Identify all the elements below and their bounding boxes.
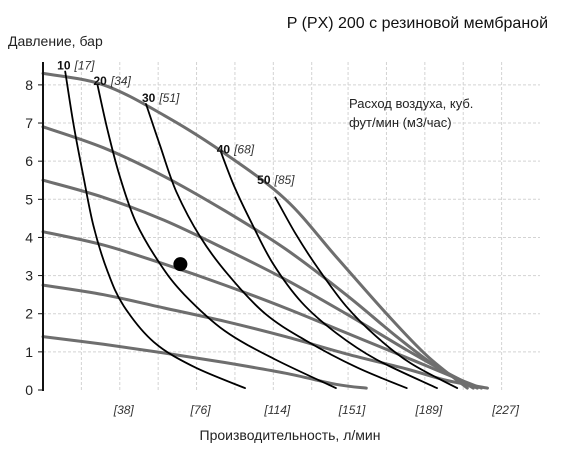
air-curve-20 bbox=[96, 84, 337, 389]
air-curve-label-20: 20 bbox=[94, 74, 108, 88]
air-curve-label-10: 10 bbox=[57, 59, 71, 73]
y-tick-label: 7 bbox=[25, 115, 33, 131]
operating-point-marker bbox=[173, 257, 188, 272]
chart-title: P (PX) 200 с резиновой мембраной bbox=[287, 15, 548, 32]
air-curve-bracket-50: [85] bbox=[274, 173, 296, 187]
y-axis-label: Давление, бар bbox=[8, 33, 103, 49]
x-tick-label: [38] bbox=[113, 403, 135, 417]
x-tick-label: [227] bbox=[491, 403, 519, 417]
performance-curve-4 bbox=[41, 230, 483, 390]
air-curve-40 bbox=[219, 150, 438, 389]
air-curve-label-50: 50 bbox=[257, 173, 271, 187]
axes: 0 1 2 3 4 5 6 7 8 [38] [76] [114] [151] [189] [227] bbox=[25, 62, 520, 417]
air-note-line-2: фут/мин (м3/час) bbox=[349, 115, 452, 130]
air-curve-bracket-20: [34] bbox=[110, 74, 132, 88]
y-tick-label: 3 bbox=[25, 268, 33, 284]
air-curve-label-30: 30 bbox=[142, 91, 156, 105]
x-tick-label: [114] bbox=[263, 403, 290, 417]
y-tick-label: 8 bbox=[25, 77, 33, 93]
y-tick-label: 5 bbox=[25, 191, 33, 207]
air-curve-label-40: 40 bbox=[217, 143, 231, 157]
air-curve-bracket-40: [68] bbox=[233, 143, 255, 157]
performance-curve-6 bbox=[41, 335, 368, 390]
air-consumption-curves bbox=[64, 70, 459, 389]
y-tick-label: 2 bbox=[25, 306, 33, 322]
air-note-line-1: Расход воздуха, куб. bbox=[349, 96, 473, 111]
y-tick-label: 0 bbox=[25, 382, 33, 398]
performance-curve-2 bbox=[41, 125, 475, 390]
y-tick-label: 4 bbox=[25, 229, 33, 245]
performance-curve-3 bbox=[41, 178, 479, 390]
y-tick-label: 1 bbox=[25, 344, 33, 360]
air-curve-50 bbox=[274, 196, 459, 389]
air-curve-bracket-30: [51] bbox=[158, 91, 180, 105]
air-curve-labels: 10 [17]20 [34] 30 [51] 40 [68] 50 [85] bbox=[57, 59, 295, 187]
air-curve-bracket-10: [17] bbox=[74, 59, 96, 73]
grid bbox=[43, 62, 540, 390]
x-tick-label: [151] bbox=[338, 403, 366, 417]
air-curve-30 bbox=[145, 103, 408, 389]
y-tick-label: 6 bbox=[25, 153, 33, 169]
x-axis-label: Производительность, л/мин bbox=[200, 427, 381, 443]
x-tick-label: [189] bbox=[414, 403, 442, 417]
x-tick-label: [76] bbox=[190, 403, 212, 417]
performance-curve-1 bbox=[41, 71, 469, 390]
air-curve-10 bbox=[64, 70, 246, 389]
operating-point-layer bbox=[173, 257, 188, 272]
performance-curves bbox=[41, 71, 489, 390]
